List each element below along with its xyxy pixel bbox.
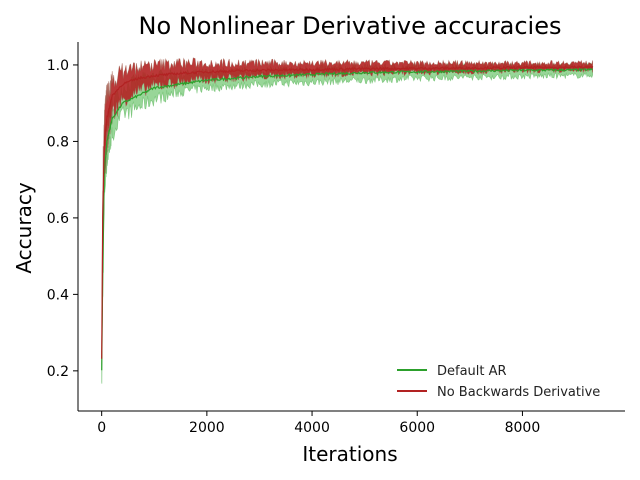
x-tick-label: 4000: [294, 420, 330, 436]
x-axis-label: Iterations: [302, 442, 397, 466]
band-default-ar: [101, 62, 594, 384]
y-tick-label: 0.6: [47, 211, 69, 227]
y-axis-label: Accuracy: [12, 182, 36, 273]
chart-title: No Nonlinear Derivative accuracies: [138, 12, 561, 40]
y-tick-label: 1.0: [47, 58, 69, 74]
y-tick-label: 0.8: [47, 134, 69, 150]
series-bands: [101, 57, 594, 384]
legend: Default AR No Backwards Derivative: [397, 364, 600, 400]
legend-label: No Backwards Derivative: [437, 385, 600, 400]
axes: [77, 42, 625, 412]
band-no-backwards-derivative: [101, 57, 594, 365]
y-tick-label: 0.4: [47, 287, 69, 303]
series-lines: [101, 65, 594, 371]
x-tick-label: 2000: [189, 420, 225, 436]
line-no-backwards-derivative: [101, 65, 594, 359]
x-tick-label: 8000: [505, 420, 541, 436]
legend-label: Default AR: [437, 364, 507, 379]
ticks: 0 2000 4000 6000 8000 0.2 0.4 0.6 0.8 1.0: [47, 58, 541, 436]
line-default-ar: [101, 67, 593, 371]
x-tick-label: 0: [97, 420, 106, 436]
x-tick-label: 6000: [399, 420, 435, 436]
y-tick-label: 0.2: [47, 364, 69, 380]
